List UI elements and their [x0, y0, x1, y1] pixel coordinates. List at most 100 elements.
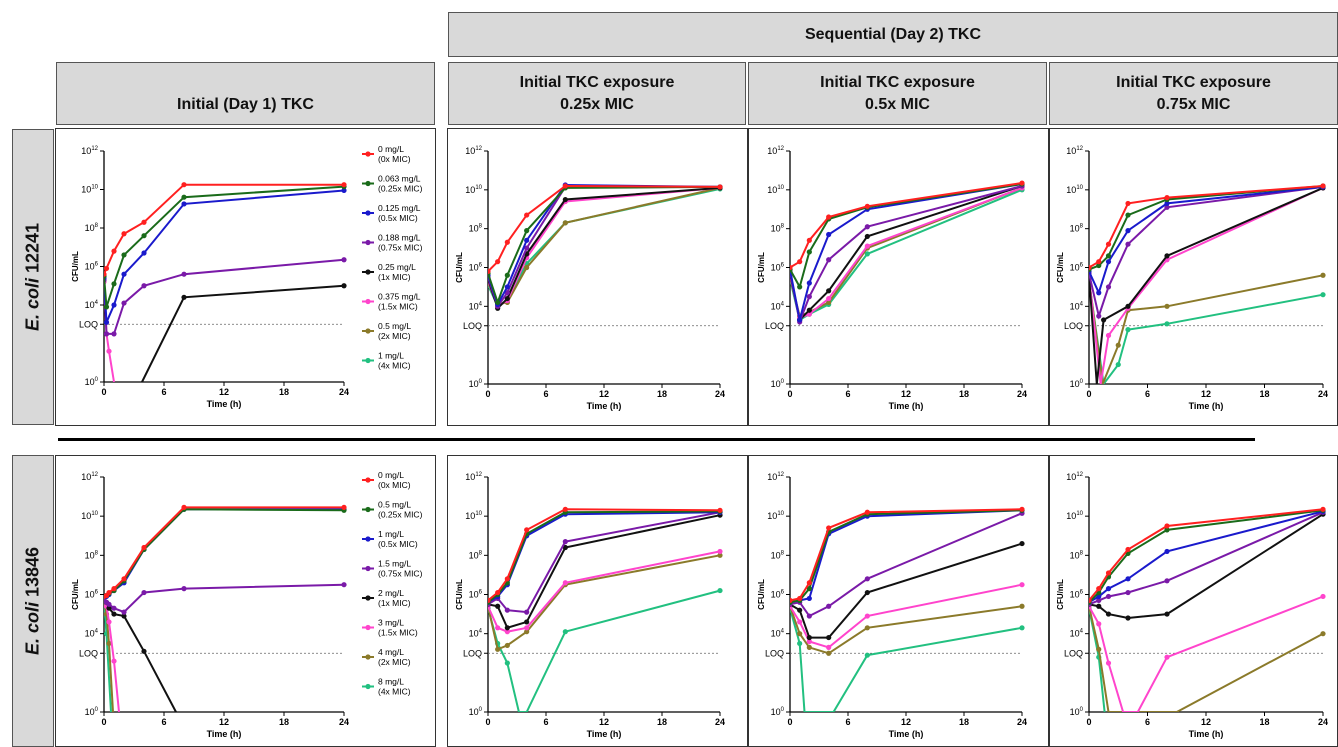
series-line	[790, 512, 1023, 618]
data-point	[1320, 292, 1326, 298]
legend-swatch-marker	[365, 477, 371, 483]
y-tick-label: 104	[469, 629, 483, 639]
y-tick-label: 100	[85, 377, 99, 387]
x-tick-label: 0	[787, 717, 792, 727]
x-tick-label: 0	[787, 389, 792, 399]
data-point	[1125, 241, 1131, 247]
x-tick-label: 6	[543, 717, 548, 727]
data-point	[1164, 654, 1170, 660]
data-point	[111, 586, 117, 592]
data-point	[1019, 603, 1025, 609]
y-tick-label: 106	[1070, 590, 1084, 600]
legend-label: 1.5 mg/L	[378, 559, 411, 569]
data-point	[524, 619, 530, 625]
y-tick-exponent: 4	[479, 301, 483, 307]
data-point	[1019, 506, 1025, 512]
legend-label: 0.063 mg/L	[378, 174, 421, 184]
series-line	[1089, 186, 1324, 384]
legend-swatch-marker	[365, 357, 371, 364]
data-point	[1096, 313, 1102, 319]
data-point	[1105, 611, 1112, 617]
x-tick-label: 6	[543, 389, 548, 399]
series-group	[790, 506, 1025, 712]
x-tick-label: 6	[1145, 717, 1150, 727]
series-line	[790, 188, 1023, 322]
data-point	[1164, 200, 1170, 207]
series-line	[488, 186, 721, 306]
data-point	[111, 658, 117, 664]
data-point	[864, 625, 870, 631]
y-tick-label: 104	[771, 629, 785, 639]
legend-label: 0.125 mg/L	[378, 203, 421, 213]
y-tick-exponent: 12	[475, 146, 482, 152]
data-point	[1125, 546, 1131, 553]
data-point	[806, 280, 812, 286]
data-point	[864, 233, 870, 240]
data-point	[806, 644, 812, 650]
data-point	[111, 331, 117, 337]
series-line	[790, 186, 1023, 318]
series-line	[1089, 280, 1324, 384]
x-tick-label: 18	[1259, 389, 1269, 399]
legend-sublabel: (0.5x MIC)	[378, 539, 418, 549]
legend-sublabel: (2x MIC)	[378, 331, 411, 341]
data-point	[121, 613, 127, 619]
loq-label: LOQ	[463, 648, 482, 658]
y-tick-exponent: 10	[777, 185, 784, 191]
data-point	[562, 506, 568, 512]
y-tick-exponent: 0	[1080, 707, 1084, 713]
data-point	[1115, 342, 1121, 348]
series-group	[104, 182, 347, 382]
y-tick-label: 1010	[767, 511, 784, 521]
data-point	[826, 603, 832, 609]
x-axis-label: Time (h)	[1189, 401, 1224, 411]
data-point	[121, 609, 127, 615]
series-line	[790, 542, 1023, 639]
data-point	[1164, 195, 1170, 201]
data-point	[341, 187, 347, 194]
data-point	[1105, 570, 1112, 576]
data-point	[181, 271, 187, 277]
series-line	[790, 185, 1023, 322]
x-tick-label: 12	[599, 717, 609, 727]
row-separator	[58, 438, 1255, 441]
legend-label: 1 mg/L	[378, 529, 404, 539]
data-point	[1105, 241, 1112, 247]
data-point	[1164, 204, 1170, 210]
loq-label: LOQ	[765, 321, 784, 331]
data-point	[717, 587, 723, 594]
data-point	[864, 509, 870, 515]
legend-sublabel: (1x MIC)	[378, 272, 411, 282]
data-point	[562, 544, 568, 551]
data-point	[524, 527, 530, 533]
data-point	[1019, 540, 1025, 547]
y-axis-label: CFU/mL	[71, 251, 80, 282]
col4-header: Initial TKC exposure 0.75x MIC	[1049, 62, 1338, 125]
legend-label: 0.5 mg/L	[378, 321, 411, 331]
col3-header-line1: Initial TKC exposure	[820, 73, 975, 91]
data-point	[1164, 578, 1170, 584]
y-tick-exponent: 8	[781, 224, 785, 230]
panel-box-12241-0.25x	[447, 128, 748, 426]
data-point	[1320, 183, 1326, 189]
data-point	[181, 194, 187, 200]
data-point	[797, 607, 803, 613]
series-line	[488, 185, 721, 306]
legend-sublabel: (0.75x MIC)	[378, 243, 423, 253]
y-tick-label: 1010	[1066, 185, 1083, 195]
data-point	[495, 259, 501, 265]
legend-sublabel: (1.5x MIC)	[378, 302, 418, 312]
x-tick-label: 18	[1259, 717, 1269, 727]
series-line	[790, 183, 1023, 290]
y-tick-label: 104	[85, 300, 99, 310]
x-tick-label: 18	[959, 717, 969, 727]
data-point	[826, 525, 832, 531]
y-tick-exponent: 12	[777, 146, 784, 152]
data-point	[1320, 593, 1326, 600]
legend-sublabel: (0x MIC)	[378, 154, 411, 164]
y-axis-label: CFU/mL	[455, 252, 464, 283]
data-point	[181, 182, 187, 188]
